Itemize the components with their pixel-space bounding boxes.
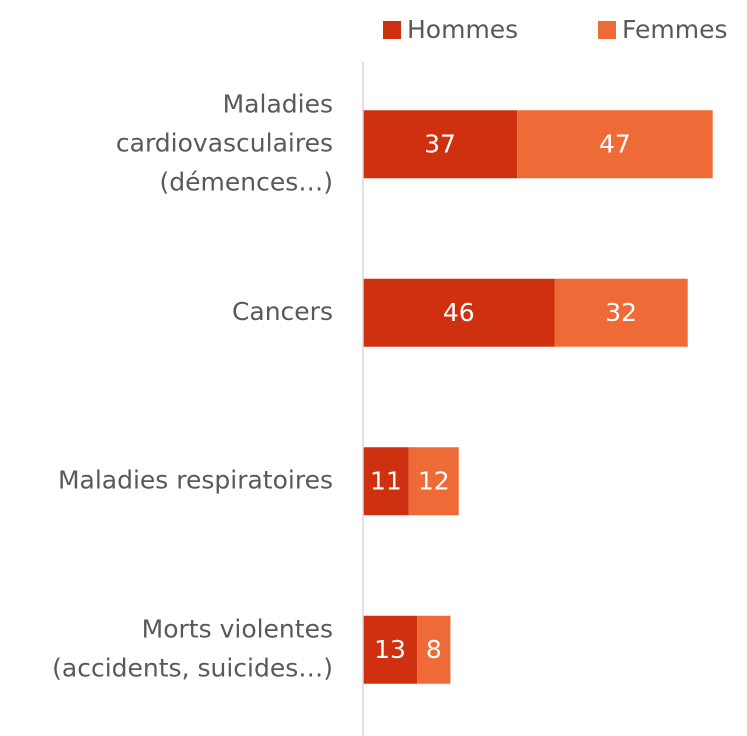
- value-label: 12: [418, 466, 450, 495]
- value-label: 46: [443, 298, 475, 327]
- bar: [363, 615, 418, 684]
- legend-label: Hommes: [407, 15, 518, 44]
- bar: [363, 278, 555, 347]
- value-label: 11: [370, 466, 402, 495]
- legend-swatch: [383, 21, 401, 39]
- bar: [554, 278, 688, 347]
- y-tick-label: Maladies cardiovasculaires (démences…): [116, 89, 333, 196]
- value-label: 32: [605, 298, 637, 327]
- value-label: 8: [426, 635, 442, 664]
- label-line: (démences…): [160, 167, 334, 196]
- value-label: 37: [424, 129, 456, 158]
- bar: [517, 110, 713, 179]
- value-label: 47: [599, 129, 631, 158]
- legend-label: Femmes: [622, 15, 728, 44]
- y-tick-label: Maladies respiratoires: [58, 465, 333, 494]
- label-line: Morts violentes: [142, 614, 333, 643]
- label-line: cardiovasculaires: [116, 128, 333, 157]
- label-line: Cancers: [232, 297, 333, 326]
- label-line: Maladies: [223, 89, 333, 118]
- bar: [363, 110, 518, 179]
- y-tick-label: Cancers: [232, 297, 333, 326]
- bar: [408, 447, 459, 516]
- value-label: 13: [374, 635, 406, 664]
- y-tick-label: Morts violentes (accidents, suicides…): [52, 614, 333, 682]
- bar: [363, 447, 409, 516]
- bar: [417, 615, 451, 684]
- label-line: (accidents, suicides…): [52, 653, 333, 682]
- label-line: Maladies respiratoires: [58, 465, 333, 494]
- legend-swatch: [598, 21, 616, 39]
